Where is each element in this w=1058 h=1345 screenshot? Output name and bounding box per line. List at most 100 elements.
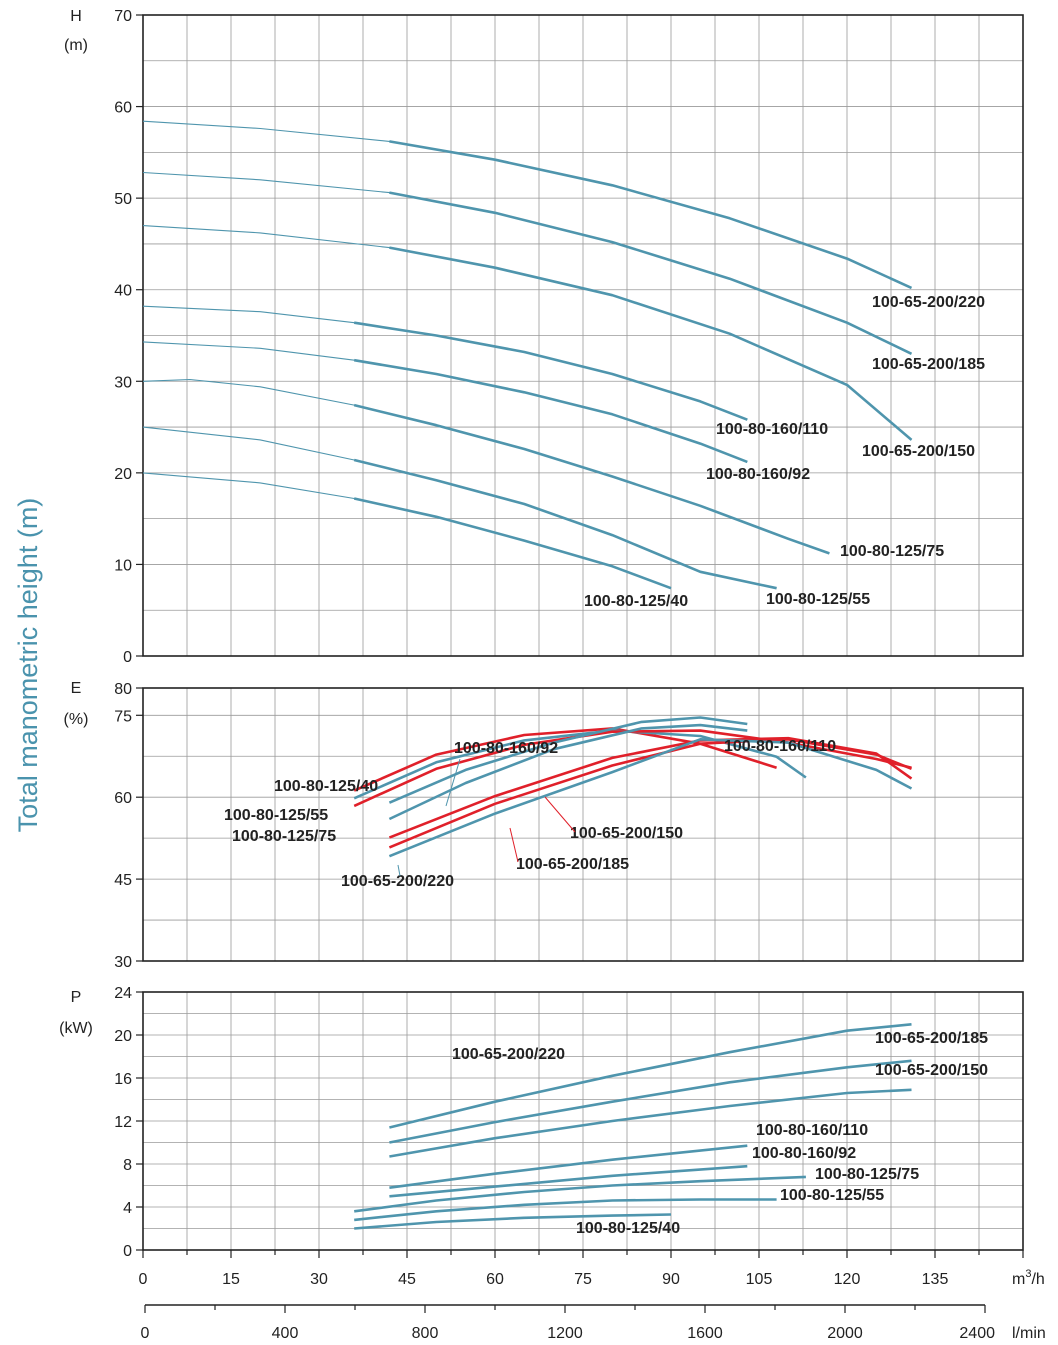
- curve-label: 100-80-125/75: [840, 543, 944, 560]
- y-tick-label: 70: [114, 8, 132, 25]
- curve-label: 100-80-125/40: [576, 1220, 680, 1237]
- curve-label: 100-80-125/55: [224, 807, 328, 824]
- curve-label: 100-80-160/92: [752, 1145, 856, 1162]
- curve-label: 100-80-160/92: [706, 466, 810, 483]
- y-tick-label: 12: [114, 1114, 132, 1131]
- y-tick-label: 30: [114, 374, 132, 391]
- plot-frame: [142, 687, 1024, 962]
- plot-frame: [142, 14, 1024, 657]
- curve-label: 100-65-200/220: [452, 1046, 565, 1063]
- x-axis-unit-m3h: m3/h: [1012, 1268, 1045, 1288]
- series-line-thin: [142, 171, 912, 355]
- curve-label: 100-80-125/40: [274, 778, 378, 795]
- panel-head: 010203040506070H(m)100-65-200/220100-65-…: [64, 8, 1024, 666]
- series-line: [389, 1059, 912, 1144]
- series-line: [353, 727, 777, 792]
- y-tick-label: 24: [114, 985, 132, 1002]
- curve-label: 100-65-200/150: [862, 443, 975, 460]
- x-axis-unit-base: m: [1012, 1271, 1025, 1288]
- series-line: [389, 1088, 912, 1158]
- y-tick-label: 0: [123, 649, 132, 666]
- y-tick-label: 0: [123, 1243, 132, 1260]
- series-line: [388, 716, 748, 804]
- curve-label: 100-65-200/220: [341, 873, 454, 890]
- series-line: [354, 1198, 777, 1222]
- x-tick-label: 60: [486, 1271, 504, 1288]
- curve-label: 100-65-200/185: [516, 856, 629, 873]
- horizontal-gridlines: [143, 1013, 1023, 1229]
- y-tick-label: 60: [114, 790, 132, 807]
- curve-label: 100-65-200/220: [872, 294, 985, 311]
- leader-line: [544, 796, 576, 833]
- y-tick-label: 20: [114, 466, 132, 483]
- series-line: [389, 191, 913, 355]
- x-axis-lmin: 0 400 800 1200 1600 2000 2400 l/min: [141, 1304, 1046, 1342]
- curve-label: 100-80-125/40: [584, 593, 688, 610]
- series-line: [389, 140, 913, 290]
- panel-efficiency: 30 45 60 75 80 E (%) 100-80-160/92 100-80-160/11…: [64, 680, 1024, 971]
- series-line-thin: [142, 305, 748, 421]
- curve-label: 100-80-160/92: [454, 740, 558, 757]
- x-tick-label: 1600: [687, 1325, 723, 1342]
- series-line-thin: [142, 225, 912, 441]
- series-line: [389, 1164, 748, 1198]
- x-tick-label: 2000: [827, 1325, 863, 1342]
- y-tick-label: 8: [123, 1157, 132, 1174]
- curve-label: 100-80-125/75: [232, 828, 336, 845]
- x-tick-label: 105: [746, 1271, 773, 1288]
- y-axis-ticks: 0 10 20 30 40 50 60 70: [114, 8, 143, 666]
- y-axis-ticks: 0 4 8 12 16 20 24: [114, 985, 143, 1260]
- curve-label: 100-65-200/185: [872, 356, 985, 373]
- y-tick-label: 10: [114, 557, 132, 574]
- x-tick-label: 75: [574, 1271, 592, 1288]
- y-tick-label: 45: [114, 872, 132, 889]
- curve-labels: 100-80-160/92 100-80-160/110 100-80-125/40…: [224, 738, 836, 890]
- curve-labels: 100-65-200/220 100-65-200/185 100-65-200/1…: [584, 294, 985, 610]
- series-group: [142, 120, 913, 590]
- curve-label: 100-80-125/75: [815, 1166, 919, 1183]
- series-line: [388, 723, 748, 821]
- y-tick-label: 75: [114, 708, 132, 725]
- series-line: [353, 321, 748, 421]
- y-tick-label: 50: [114, 191, 132, 208]
- leader-line: [445, 758, 461, 807]
- x-axis-unit-lmin: l/min: [1012, 1325, 1046, 1342]
- series-line: [353, 729, 912, 808]
- y-tick-label: 16: [114, 1071, 132, 1088]
- x-tick-label: 0: [141, 1325, 150, 1342]
- y-tick-label: 40: [114, 283, 132, 300]
- x-axis-unit-tail: /h: [1031, 1271, 1044, 1288]
- x-tick-label: 90: [662, 1271, 680, 1288]
- series-line: [353, 458, 777, 590]
- series-line: [389, 1023, 912, 1129]
- x-axis-m3h: 0 15 30 45 60 75 90 105 120 135 m3/h: [139, 1250, 1045, 1288]
- series-line: [389, 246, 913, 441]
- horizontal-gridlines: [143, 714, 1023, 921]
- x-tick-label: 2400: [959, 1325, 995, 1342]
- series-line: [353, 497, 672, 590]
- series-line: [353, 358, 748, 464]
- curve-label: 100-80-160/110: [756, 1122, 868, 1139]
- series-line: [354, 1175, 806, 1213]
- y-tick-label: 20: [114, 1028, 132, 1045]
- curve-label: 100-65-200/185: [875, 1030, 988, 1047]
- y-axis-unit: (kW): [59, 1020, 93, 1037]
- x-tick-label: 120: [834, 1271, 861, 1288]
- x-tick-label: 800: [412, 1325, 439, 1342]
- y-tick-label: 4: [123, 1200, 132, 1217]
- x-tick-label: 15: [222, 1271, 240, 1288]
- curve-label: 100-80-160/110: [724, 738, 836, 755]
- curve-label: 100-80-160/110: [716, 421, 828, 438]
- y-axis-unit: (%): [64, 711, 89, 728]
- series-line: [388, 738, 913, 858]
- curve-label: 100-80-125/55: [780, 1187, 884, 1204]
- x-tick-label: 135: [922, 1271, 949, 1288]
- leader-line: [397, 864, 401, 877]
- efficiency-leader-lines: [397, 758, 576, 877]
- leader-line: [509, 827, 519, 863]
- series-line: [389, 1144, 748, 1189]
- series-line: [354, 1213, 672, 1230]
- y-axis-title: Total manometric height (m): [13, 498, 43, 833]
- y-axis-label: P: [71, 989, 82, 1006]
